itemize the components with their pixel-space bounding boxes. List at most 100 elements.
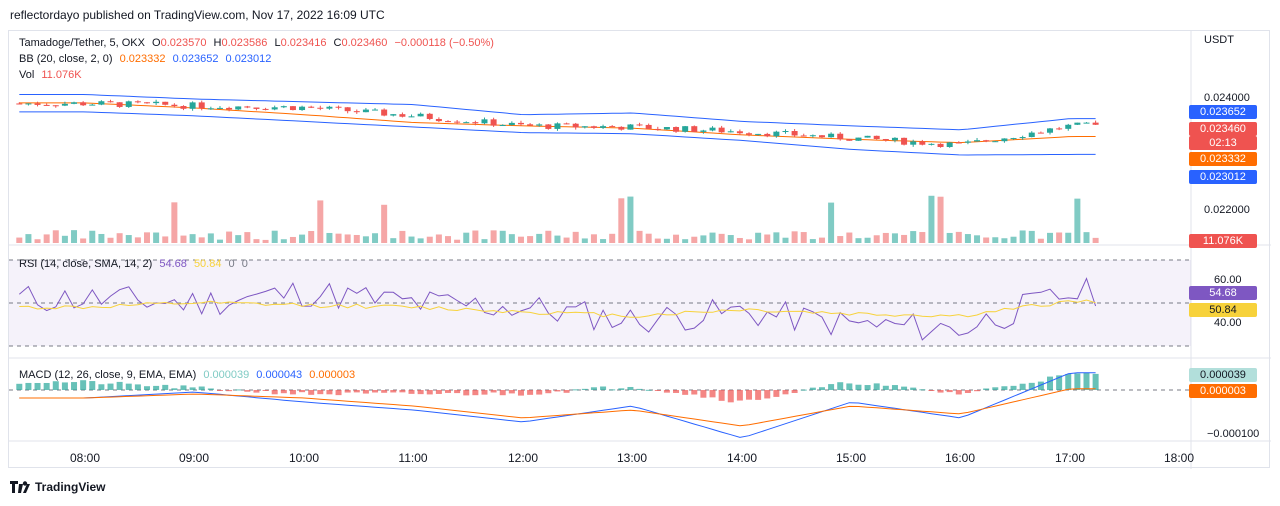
macd-hist-bar — [1028, 382, 1035, 390]
volume-bar — [226, 231, 233, 243]
macd-hist-bar — [89, 381, 96, 390]
candle-body — [709, 127, 716, 131]
volume-bar — [98, 233, 105, 243]
candle-body — [983, 140, 990, 142]
volume-bar — [43, 234, 50, 243]
macd-hist-bar — [718, 390, 725, 401]
macd-hist-bar — [34, 382, 41, 390]
candle-body — [189, 102, 196, 109]
volume-bar — [645, 233, 652, 243]
macd-hist-bar — [828, 384, 835, 390]
macd-hist-bar — [189, 387, 196, 390]
volume-bar — [563, 237, 570, 243]
legend-h-label: H — [213, 37, 222, 49]
candle-body — [563, 123, 570, 125]
candle-body — [846, 139, 853, 141]
volume-bar — [426, 236, 433, 243]
volume-bar — [882, 232, 889, 243]
chart-canvas[interactable] — [9, 31, 1271, 469]
chart-container[interactable]: Tamadoge/Tether, 5, OKX O0.023570 H0.023… — [8, 30, 1271, 469]
macd-hist-bar — [764, 390, 771, 399]
macd-hist-bar — [253, 390, 260, 393]
candle-body — [134, 101, 141, 103]
candle-body — [837, 133, 844, 140]
candle-body — [280, 106, 287, 108]
legend-bb-basis: 0.023332 — [119, 53, 166, 65]
volume-bar — [490, 230, 497, 243]
candle-body — [718, 127, 725, 133]
macd-hist-bar — [481, 390, 488, 395]
volume-bar — [262, 239, 269, 243]
volume-bar — [299, 234, 306, 243]
candle-body — [855, 137, 862, 141]
candle-body — [362, 109, 369, 113]
macd-hist-bar — [71, 382, 78, 390]
legend-symbol: Tamadoge/Tether, 5, OKX — [19, 37, 145, 49]
candle-body — [299, 106, 306, 111]
candle-body — [98, 101, 105, 105]
macd-hist-bar — [134, 384, 141, 390]
macd-hist-bar — [435, 390, 442, 394]
candle-body — [1028, 132, 1035, 138]
macd-hist-bar — [782, 390, 789, 395]
candle-body — [654, 128, 661, 130]
volume-bar — [974, 235, 981, 243]
volume-bar — [590, 234, 597, 243]
candle-body — [755, 133, 762, 135]
volume-bar — [1047, 232, 1054, 243]
volume-bar — [417, 238, 424, 243]
candle-body — [928, 143, 935, 145]
candle-body — [472, 122, 479, 124]
legend-rsi-label: RSI (14, close, SMA, 14, 2) — [19, 258, 153, 270]
macd-hist-bar — [709, 390, 716, 398]
candle-body — [52, 105, 59, 107]
rsi-value-box: 54.68 — [1189, 286, 1257, 300]
rsi-tick-40: 40.00 — [1214, 317, 1242, 329]
macd-hist-bar — [335, 390, 342, 396]
candle-body — [782, 131, 789, 133]
candle-body — [1056, 128, 1063, 130]
candle-body — [244, 106, 251, 108]
macd-hist-bar — [52, 381, 59, 390]
time-label: 16:00 — [944, 451, 976, 465]
legend-macd-label: MACD (12, 26, close, 9, EMA, EMA) — [19, 369, 197, 381]
macd-hist-bar — [1019, 383, 1026, 390]
macd-hist-bar — [508, 390, 515, 394]
legend-l-label: L — [274, 37, 281, 49]
volume-bar — [755, 232, 762, 243]
volume-bar — [992, 237, 999, 243]
volume-bar — [682, 239, 689, 243]
volume-bar — [472, 230, 479, 243]
candle-body — [308, 106, 315, 108]
macd-hist-bar — [809, 387, 816, 390]
macd-hist-bar — [80, 380, 87, 390]
candle-body — [791, 131, 798, 136]
macd-hist-bar — [207, 388, 214, 390]
time-label: 13:00 — [616, 451, 648, 465]
volume-bar — [381, 204, 388, 243]
volume-bar — [928, 195, 935, 243]
volume-bar — [937, 196, 944, 243]
legend-vol-label: Vol — [19, 69, 35, 81]
volume-bar — [828, 202, 835, 243]
candle-body — [125, 101, 132, 107]
volume-bar — [344, 234, 351, 243]
volume-bar — [527, 236, 534, 243]
candle-body — [445, 121, 452, 123]
legend-c-label: C — [333, 37, 342, 49]
macd-hist-bar — [399, 390, 406, 393]
volume-bar — [691, 236, 698, 243]
volume-bar — [445, 236, 452, 243]
candle-body — [746, 133, 753, 135]
macd-hist-bar — [901, 386, 908, 390]
volume-bar — [791, 231, 798, 243]
volume-bar — [1092, 237, 1099, 243]
macd-hist-bar — [609, 389, 616, 391]
macd-signal-box: 0.000003 — [1189, 384, 1257, 398]
candle-body — [326, 106, 333, 109]
volume-bar — [609, 233, 616, 243]
candle-body — [43, 104, 50, 106]
volume-bar — [746, 239, 753, 243]
volume-bar — [1001, 238, 1008, 243]
macd-hist-bar — [755, 390, 762, 400]
